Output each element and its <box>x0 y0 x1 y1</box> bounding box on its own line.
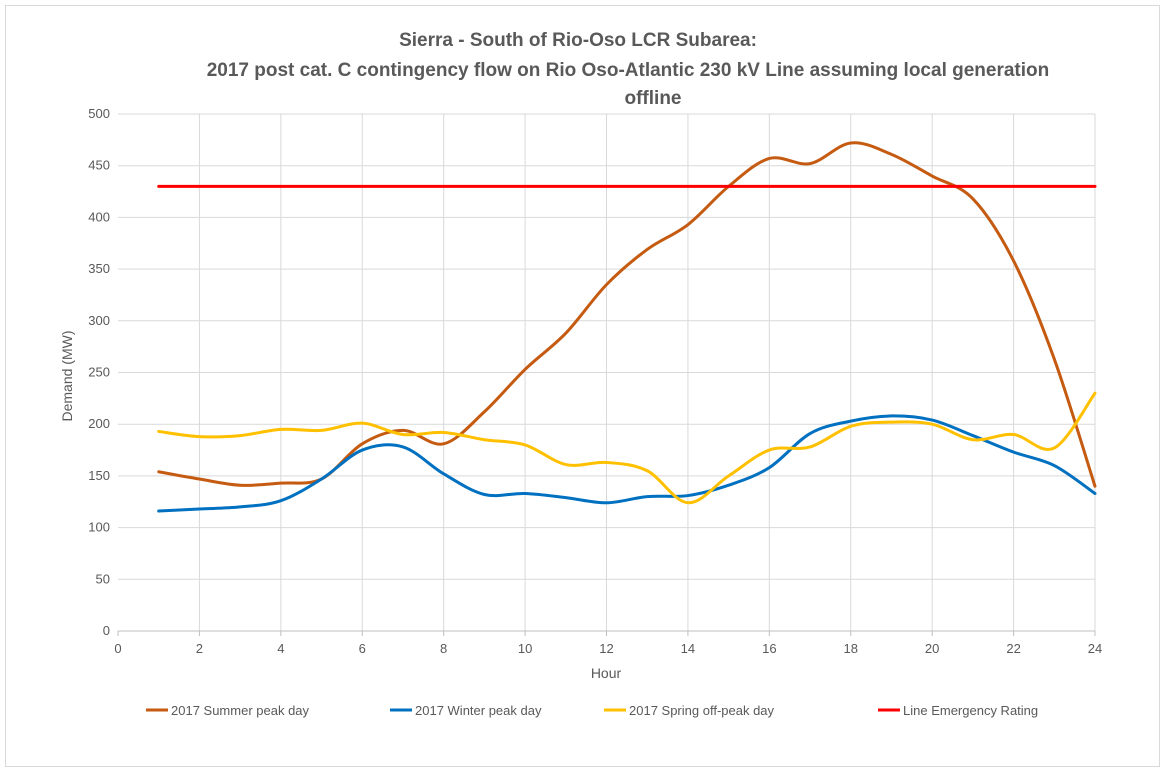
legend-item-line-emergency-rating: Line Emergency Rating <box>878 703 1038 718</box>
series-line-winter-peak <box>157 414 1097 513</box>
gridlines <box>118 113 1096 631</box>
y-tick-label: 350 <box>88 261 110 276</box>
legend-label: Line Emergency Rating <box>903 703 1038 718</box>
y-tick-label: 450 <box>88 158 110 173</box>
x-tick-label: 14 <box>681 641 695 656</box>
y-axis-title: Demand (MW) <box>59 330 75 421</box>
chart-frame: Sierra - South of Rio-Oso LCR Subarea: 2… <box>5 5 1160 767</box>
x-tick-label: 6 <box>359 641 366 656</box>
legend-item-summer-peak: 2017 Summer peak day <box>146 703 310 718</box>
legend-item-spring-off-peak: 2017 Spring off-peak day <box>604 703 775 718</box>
x-axis-title: Hour <box>591 665 622 681</box>
x-tick-label: 2 <box>196 641 203 656</box>
y-tick-label: 500 <box>88 106 110 121</box>
chart-title-line-2: 2017 post cat. C contingency flow on Rio… <box>207 60 1050 81</box>
y-tick-label: 50 <box>96 571 110 586</box>
x-tick-label: 16 <box>762 641 776 656</box>
y-tick-label: 250 <box>88 365 110 380</box>
x-tick-label: 8 <box>440 641 447 656</box>
x-tick-label: 22 <box>1006 641 1020 656</box>
y-tick-label: 300 <box>88 313 110 328</box>
chart-title-line-3: offline <box>625 88 682 109</box>
legend-label: 2017 Summer peak day <box>171 703 310 718</box>
y-tick-label: 200 <box>88 416 110 431</box>
x-tick-label: 10 <box>518 641 532 656</box>
legend-label: 2017 Winter peak day <box>415 703 542 718</box>
series-lines <box>157 141 1097 513</box>
x-tick-label: 4 <box>277 641 284 656</box>
y-tick-label: 0 <box>103 623 110 638</box>
series-line-spring-off-peak <box>157 391 1097 505</box>
line-chart: Sierra - South of Rio-Oso LCR Subarea: 2… <box>59 30 1102 718</box>
y-tick-label: 400 <box>88 209 110 224</box>
x-tick-label: 24 <box>1088 641 1102 656</box>
x-tick-label: 20 <box>925 641 939 656</box>
legend-item-winter-peak: 2017 Winter peak day <box>390 703 542 718</box>
legend-label: 2017 Spring off-peak day <box>629 703 775 718</box>
legend: 2017 Summer peak day 2017 Winter peak day… <box>146 703 1038 718</box>
chart-title-line-1: Sierra - South of Rio-Oso LCR Subarea: <box>399 30 757 51</box>
y-tick-label: 150 <box>88 468 110 483</box>
chart-title: Sierra - South of Rio-Oso LCR Subarea: 2… <box>207 30 1050 109</box>
x-tick-label: 0 <box>114 641 121 656</box>
x-tick-label: 12 <box>599 641 613 656</box>
y-tick-label: 100 <box>88 520 110 535</box>
x-tick-label: 18 <box>844 641 858 656</box>
